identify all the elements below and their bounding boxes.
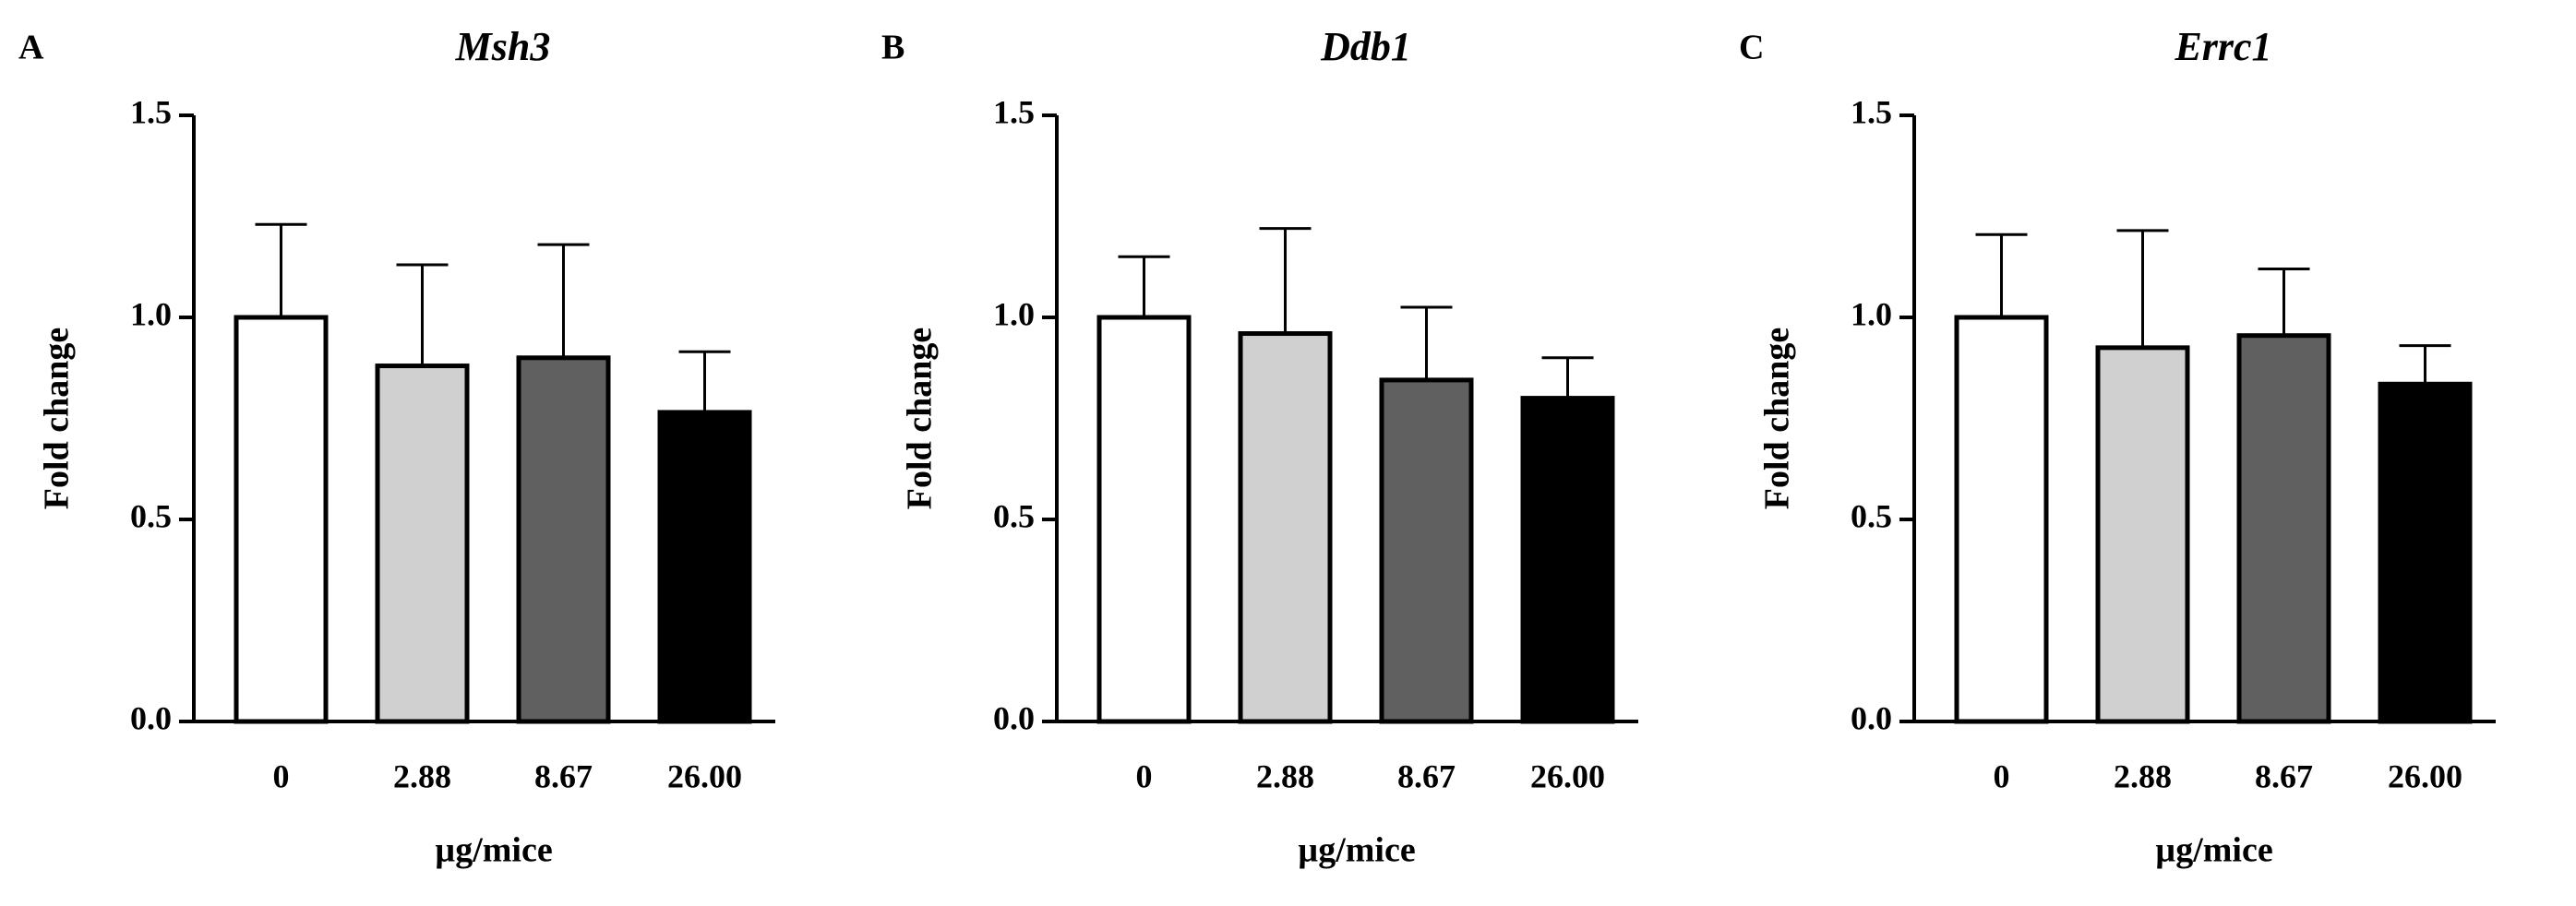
y-tick-label: 1.0 [130,295,172,332]
y-tick-label: 0.5 [993,497,1035,534]
x-axis-label: µg/mice [2155,831,2272,870]
panel-letter: C [1739,29,1764,67]
x-tick-label: 26.00 [1530,757,1605,794]
bar [2378,381,2473,724]
panel: C Errc1 Fold change µg/mice 0.0 0.5 1.0 1.5 0 2.8… [1739,24,2496,870]
x-axis-label: µg/mice [1298,831,1415,870]
panel-letter: A [18,29,44,67]
bar [1520,396,1615,724]
bar [2095,345,2190,724]
y-tick-label: 0.0 [130,699,172,736]
x-tick-label: 2.88 [393,757,451,794]
y-tick-label: 0.5 [130,497,172,534]
x-tick-label: 0 [273,757,290,794]
panel: B Ddb1 Fold change µg/mice 0.0 0.5 1.0 1.5 0 2.88… [881,24,1638,870]
bar [1096,315,1192,724]
bar [1238,331,1333,724]
y-tick-label: 0.0 [993,699,1035,736]
x-tick-label: 8.67 [534,757,593,794]
panel-letter: B [881,29,905,67]
bar [516,355,611,724]
chart-title: Errc1 [2174,24,2271,69]
bar [1379,377,1474,724]
panel: A Msh3 Fold change µg/mice 0.0 0.5 1.0 1.5 0 2.88… [18,24,775,870]
y-tick-label: 1.0 [1851,295,1892,332]
y-tick-label: 1.5 [1851,93,1892,130]
y-tick-label: 0.0 [1851,699,1892,736]
x-tick-label: 0 [1136,757,1153,794]
x-tick-label: 8.67 [2255,757,2313,794]
y-tick-label: 0.5 [1851,497,1892,534]
y-tick-label: 1.5 [993,93,1035,130]
bar [2236,333,2331,724]
x-tick-label: 26.00 [2388,757,2462,794]
y-axis-label: Fold change [38,328,77,509]
y-axis-label: Fold change [1758,328,1797,509]
x-tick-label: 0 [1994,757,2010,794]
y-tick-label: 1.5 [130,93,172,130]
x-tick-label: 26.00 [667,757,742,794]
bar [375,364,470,724]
x-tick-label: 2.88 [2114,757,2172,794]
x-axis-label: µg/mice [435,831,552,870]
chart-title: Ddb1 [1320,24,1411,69]
x-tick-label: 2.88 [1256,757,1314,794]
chart-title: Msh3 [455,24,551,69]
bar [1954,315,2049,724]
y-axis-label: Fold change [901,328,940,509]
y-tick-label: 1.0 [993,295,1035,332]
x-tick-label: 8.67 [1397,757,1456,794]
bar [657,410,752,724]
bar [234,315,329,724]
